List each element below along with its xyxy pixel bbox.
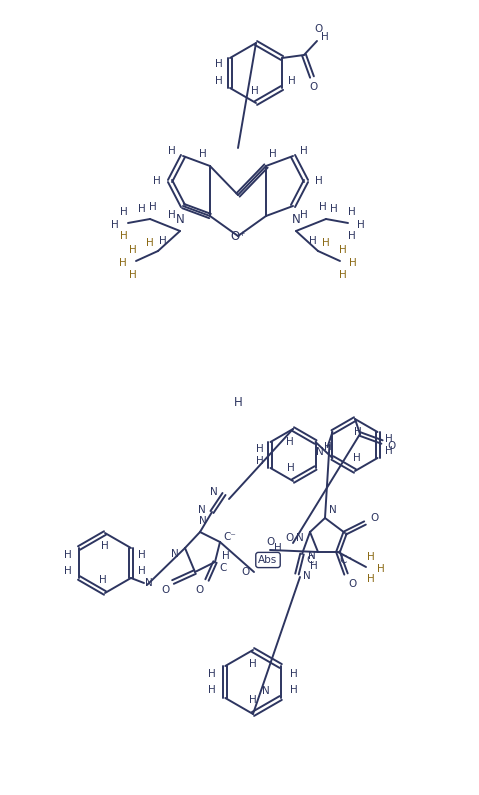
Text: H: H <box>138 550 146 560</box>
Text: N: N <box>176 212 184 226</box>
Text: O: O <box>349 579 357 589</box>
Text: H: H <box>129 245 137 255</box>
Text: C: C <box>219 563 227 573</box>
Text: H: H <box>309 236 317 246</box>
Text: N: N <box>292 212 300 226</box>
Text: N: N <box>145 578 153 588</box>
Text: H: H <box>138 204 146 214</box>
Text: H: H <box>319 202 327 212</box>
Text: H: H <box>339 245 347 255</box>
Text: H: H <box>354 427 362 437</box>
Text: H: H <box>315 176 323 186</box>
Text: H: H <box>199 149 207 159</box>
Text: O: O <box>195 585 203 595</box>
Text: H: H <box>138 566 146 576</box>
Text: H: H <box>215 76 223 86</box>
Text: H: H <box>64 550 72 560</box>
Text: H: H <box>300 146 308 156</box>
Text: N: N <box>171 549 179 559</box>
Text: H: H <box>339 270 347 280</box>
Text: O: O <box>310 82 318 92</box>
Text: O: O <box>388 441 396 451</box>
Text: N: N <box>308 551 316 561</box>
Text: H: H <box>129 270 137 280</box>
Text: H: H <box>119 258 127 268</box>
Text: H: H <box>249 695 257 705</box>
Text: H: H <box>64 566 72 576</box>
Text: H: H <box>111 220 119 230</box>
Text: H: H <box>287 463 295 473</box>
Text: O: O <box>371 513 379 523</box>
Text: H: H <box>290 669 297 679</box>
Text: H: H <box>168 146 176 156</box>
Text: H: H <box>234 395 242 409</box>
Text: H: H <box>256 444 263 454</box>
Text: H: H <box>348 207 356 217</box>
Text: H: H <box>310 561 318 571</box>
Text: H: H <box>349 258 357 268</box>
Text: H: H <box>269 149 277 159</box>
Text: H: H <box>367 574 375 584</box>
Text: O: O <box>161 585 169 595</box>
Text: H: H <box>322 238 330 248</box>
Text: N: N <box>303 571 311 581</box>
Text: Abs: Abs <box>258 555 278 565</box>
Text: N: N <box>329 505 337 515</box>
Text: H: H <box>290 685 297 695</box>
Text: H: H <box>249 659 257 669</box>
Text: H: H <box>208 669 216 679</box>
Text: N: N <box>316 447 323 457</box>
Text: O: O <box>286 533 294 543</box>
Text: H: H <box>353 453 361 463</box>
Text: N: N <box>198 505 206 515</box>
Text: O: O <box>315 24 323 34</box>
Text: H: H <box>120 207 128 217</box>
Text: H: H <box>99 575 107 585</box>
Text: H: H <box>385 434 392 444</box>
Text: H: H <box>385 446 392 456</box>
Text: O: O <box>242 567 250 577</box>
Text: O⁺: O⁺ <box>230 230 246 242</box>
Text: C⁻: C⁻ <box>340 555 353 565</box>
Text: H: H <box>330 204 338 214</box>
Text: H: H <box>120 231 128 241</box>
Text: H: H <box>357 220 365 230</box>
Text: H: H <box>215 59 223 69</box>
Text: H: H <box>288 76 296 86</box>
Text: H: H <box>146 238 154 248</box>
Text: H: H <box>251 86 259 96</box>
Text: C: C <box>306 555 314 565</box>
Text: H: H <box>321 32 329 42</box>
Text: H: H <box>222 551 230 561</box>
Text: H: H <box>324 442 331 452</box>
Text: H: H <box>149 202 157 212</box>
Text: H: H <box>153 176 161 186</box>
Text: H: H <box>348 231 356 241</box>
Text: N: N <box>199 516 207 526</box>
Text: H: H <box>159 236 167 246</box>
Text: N: N <box>210 487 218 497</box>
Text: H: H <box>256 456 263 466</box>
Text: N: N <box>262 686 270 696</box>
Text: C⁻: C⁻ <box>224 532 237 542</box>
Text: O: O <box>267 537 275 547</box>
Text: H: H <box>300 210 308 220</box>
Text: N: N <box>296 533 304 543</box>
Text: H: H <box>367 552 375 562</box>
Text: H: H <box>286 437 294 447</box>
Text: H: H <box>377 564 385 574</box>
Text: H: H <box>101 541 109 551</box>
Text: H: H <box>208 685 216 695</box>
Text: H: H <box>168 210 176 220</box>
Text: H: H <box>274 543 282 553</box>
